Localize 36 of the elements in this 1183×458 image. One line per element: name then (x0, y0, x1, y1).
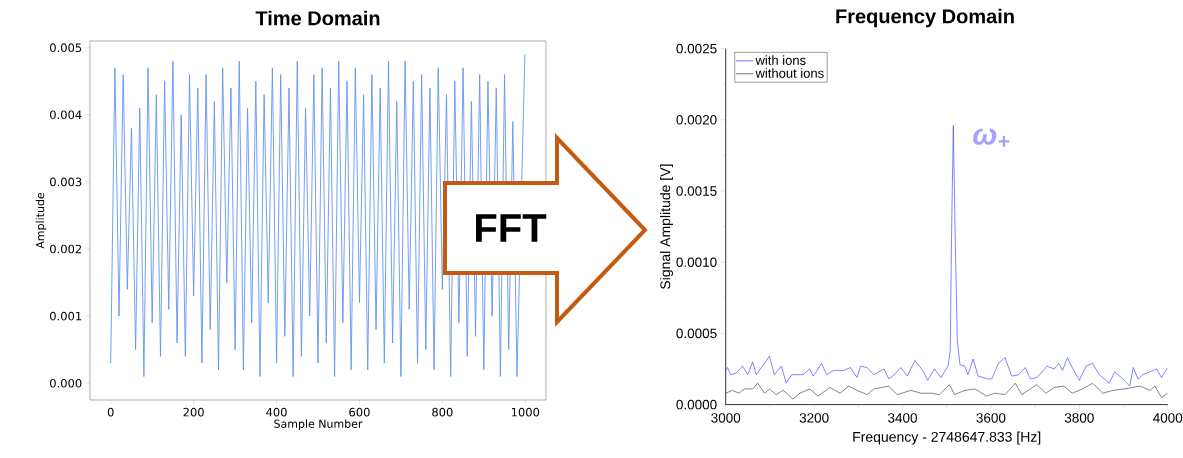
y-tick-label: 0.0010 (676, 257, 717, 267)
y-axis-title: Amplitude (35, 192, 47, 249)
x-axis-title: Frequency - 2748647.833 [Hz] (853, 431, 1041, 445)
text: FFT (476, 214, 547, 242)
y-axis-title: Signal Amplitude [V] (659, 164, 674, 289)
x-tick-label: 800 (432, 407, 453, 417)
legend-label: without ions (755, 68, 824, 78)
y-tick-label: 0.0000 (676, 399, 717, 410)
y-tick-label: 0.0020 (676, 115, 717, 125)
chart-title: Time Domain (255, 10, 380, 26)
y-tick-label: 0.0005 (676, 328, 717, 339)
x-tick-label: 200 (183, 407, 204, 417)
line-series (725, 382, 1168, 400)
x-tick-label: 3800 (1064, 413, 1094, 423)
y-tick-label: 0.005 (50, 43, 82, 53)
y-tick-label: 0.0015 (676, 186, 717, 196)
x-tick-label: 3200 (799, 413, 829, 423)
x-axis-title: Sample Number (274, 419, 363, 431)
y-tick-label: 0.004 (50, 110, 82, 120)
y-tick-label: 0.002 (50, 244, 82, 254)
x-tick-label: 400 (266, 407, 287, 417)
annotation: ω$_{+}$ (973, 128, 1010, 147)
x-tick-label: 4000 (1153, 413, 1183, 423)
line-series (725, 125, 1168, 387)
x-tick-label: 0 (107, 407, 114, 417)
legend-label: with ions (755, 55, 806, 65)
chart-title: Frequency Domain (836, 8, 1014, 28)
y-tick-label: 0.003 (50, 177, 82, 187)
x-tick-label: 600 (349, 407, 370, 417)
y-tick-label: 0.0025 (676, 43, 717, 54)
y-tick-label: 0.001 (50, 311, 82, 321)
x-tick-label: 3600 (976, 413, 1006, 423)
x-tick-label: 1000 (511, 407, 540, 417)
x-tick-label: 3400 (888, 413, 917, 423)
x-tick-label: 3000 (711, 413, 741, 423)
y-tick-label: 0.000 (50, 378, 82, 388)
